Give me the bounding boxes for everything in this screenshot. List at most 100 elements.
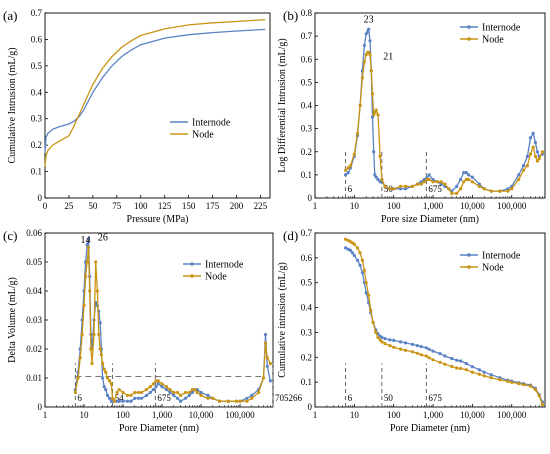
data-point-node (183, 390, 188, 395)
data-point-internode (172, 393, 176, 397)
data-point-node (344, 237, 348, 241)
data-point-node (154, 379, 158, 383)
data-point-node (369, 308, 373, 312)
data-point-node (85, 260, 89, 264)
data-point-internode (168, 390, 172, 395)
chart-panel-d: (d) 0 0.1 0.2 0.3 0.4 0.5 0.6 0.7 1 10 100 1,000 10,0… (277, 228, 546, 434)
data-point-node (427, 356, 431, 360)
y-tick-label: 0.2 (301, 352, 312, 362)
data-point-internode (455, 358, 459, 362)
data-point-internode (477, 368, 481, 372)
data-point-node (410, 350, 415, 354)
data-point-node (373, 110, 377, 114)
data-point-node (190, 388, 194, 392)
data-point-node (352, 242, 356, 246)
data-point-node (470, 180, 474, 184)
data-point-internode (410, 342, 415, 346)
y-tick-label: 0.04 (26, 286, 42, 296)
data-point-internode (175, 396, 180, 400)
data-point-node (117, 388, 121, 392)
data-point-internode (364, 291, 368, 295)
series-line-node (44, 18, 266, 167)
data-point-node (80, 332, 84, 337)
y-tick-label: 0.1 (301, 377, 312, 387)
x-tick-label: 10,000 (460, 410, 485, 420)
data-point-internode (455, 184, 459, 188)
data-point-internode (517, 173, 521, 177)
data-point-node (482, 187, 486, 191)
panel-label: (c) (3, 228, 17, 243)
data-point-node (369, 69, 373, 73)
data-point-node (367, 293, 371, 297)
data-point-node (415, 351, 419, 355)
y-tick-label: 0.6 (301, 253, 313, 263)
panel-label: (b) (283, 8, 298, 23)
y-tick-label: 0.6 (301, 54, 313, 64)
y-tick-label: 0.4 (301, 303, 313, 313)
y-tick-label: 0.3 (301, 327, 313, 337)
data-point-node (261, 376, 266, 380)
x-tick-label: 75 (112, 201, 122, 211)
x-tick-label: 100,000 (225, 410, 255, 420)
data-point-node (415, 182, 419, 186)
legend-marker-internode (467, 253, 471, 257)
data-point-node (358, 251, 362, 255)
data-point-node (525, 164, 530, 168)
data-point-node (462, 180, 466, 184)
data-point-node (383, 184, 387, 188)
data-point-internode (179, 399, 183, 403)
data-point-node (211, 396, 215, 400)
data-point-node (459, 187, 463, 191)
data-point-internode (154, 385, 158, 389)
data-point-internode (431, 349, 435, 353)
data-point-node (459, 366, 463, 371)
data-point-node (111, 396, 115, 400)
y-tick-label: 0.3 (301, 124, 313, 134)
data-point-node (380, 340, 384, 344)
data-point-node (371, 320, 375, 325)
data-point-internode (151, 388, 155, 392)
data-point-node (431, 180, 435, 184)
data-point-internode (383, 337, 387, 341)
data-point-node (422, 180, 426, 184)
data-point-node (156, 379, 160, 383)
data-point-node (403, 348, 408, 352)
data-point-internode (470, 175, 474, 179)
series-line-node (74, 247, 271, 403)
data-point-internode (346, 171, 350, 175)
data-point-internode (482, 370, 486, 374)
data-point-node (144, 388, 149, 392)
y-tick-label: 0.2 (31, 140, 42, 150)
data-point-node (179, 393, 183, 397)
data-point-internode (392, 338, 396, 342)
data-point-internode (462, 171, 466, 175)
legend-label-internode: Internode (205, 260, 244, 271)
data-point-node (95, 289, 99, 293)
data-point-internode (403, 341, 408, 345)
data-point-node (506, 189, 510, 193)
data-point-node (378, 154, 382, 158)
y-axis-label: Cumulative intrusion (mL/g) (277, 262, 288, 378)
data-point-node (89, 347, 93, 351)
data-point-node (129, 393, 133, 397)
x-tick-label: 1,000 (152, 410, 173, 420)
data-point-node (199, 393, 203, 397)
data-point-node (218, 399, 222, 403)
data-point-internode (268, 379, 272, 383)
reference-label: 50 (384, 393, 394, 403)
data-point-internode (464, 361, 468, 366)
data-point-node (268, 361, 272, 366)
data-point-node (164, 385, 169, 389)
data-point-node (121, 390, 125, 395)
data-point-node (380, 177, 384, 182)
data-point-node (425, 177, 429, 182)
data-point-node (263, 341, 268, 345)
data-point-internode (352, 253, 356, 257)
data-point-node (86, 245, 91, 250)
legend-label-node: Node (192, 130, 214, 141)
data-point-node (82, 303, 86, 308)
data-point-node (112, 399, 116, 403)
data-point-node (506, 379, 510, 383)
data-point-node (105, 376, 110, 380)
data-point-internode (117, 399, 121, 403)
